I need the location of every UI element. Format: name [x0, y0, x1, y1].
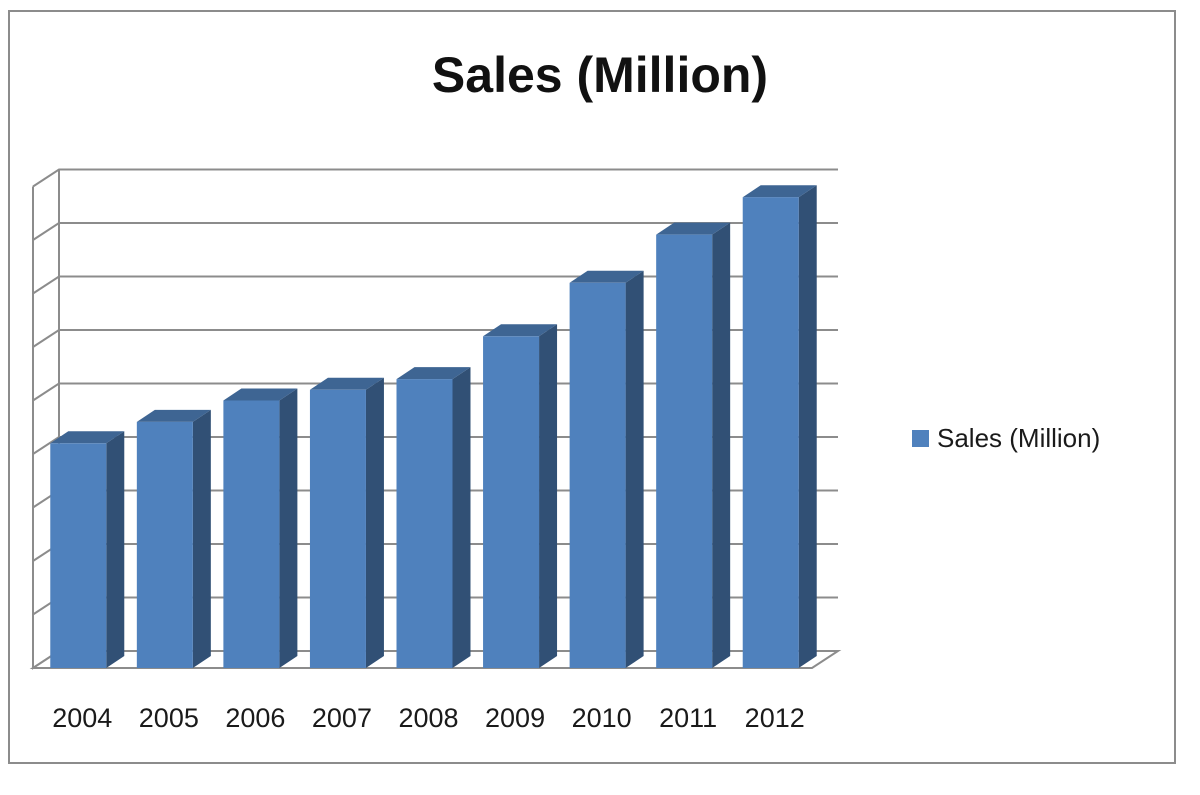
chart-title: Sales (Million) — [431, 47, 769, 103]
bar-top — [136, 409, 211, 422]
bar-front — [136, 421, 193, 668]
bar-top — [569, 270, 644, 283]
bar-2006 — [223, 388, 298, 668]
bar-front — [396, 379, 453, 668]
bar-top — [396, 367, 471, 380]
bar-side — [539, 324, 558, 668]
bar-top — [656, 222, 731, 235]
legend-swatch — [912, 430, 929, 447]
bar-2012 — [742, 185, 817, 668]
bar-2004 — [50, 431, 125, 668]
bar-front — [656, 234, 713, 668]
bar-side — [279, 388, 298, 668]
bar-top — [223, 388, 298, 401]
gridline — [32, 168, 838, 188]
bar-top — [309, 377, 384, 390]
bar-side — [712, 222, 731, 668]
bar-front — [223, 400, 280, 668]
bar-2008 — [396, 367, 471, 668]
bar-front — [50, 443, 107, 668]
x-tick-label: 2007 — [312, 703, 372, 733]
bar-side — [365, 377, 384, 668]
bar-front — [742, 197, 799, 668]
gridline — [32, 275, 838, 295]
bar-front — [483, 336, 540, 668]
bar-2010 — [569, 270, 644, 668]
legend: Sales (Million) — [912, 423, 1100, 454]
bar-2011 — [656, 222, 731, 668]
legend-label: Sales (Million) — [937, 423, 1101, 453]
bar-top — [50, 431, 125, 444]
x-tick-label: 2011 — [659, 703, 717, 733]
bar-side — [192, 409, 211, 668]
bar-side — [625, 270, 644, 668]
bar-2005 — [136, 409, 211, 668]
bar-2009 — [483, 324, 558, 668]
bar-side — [798, 185, 817, 668]
x-tick-label: 2012 — [745, 703, 805, 733]
x-tick-label: 2009 — [485, 703, 545, 733]
x-tick-label: 2008 — [398, 703, 458, 733]
bar-side — [106, 431, 125, 668]
bar-2007 — [309, 377, 384, 668]
x-tick-label: 2004 — [52, 703, 112, 733]
x-tick-label: 2010 — [572, 703, 632, 733]
gridline — [32, 222, 838, 241]
bar-front — [309, 389, 366, 668]
bar-front — [569, 282, 626, 668]
x-tick-label: 2006 — [225, 703, 285, 733]
bar-top — [742, 185, 817, 198]
bar-side — [452, 367, 471, 668]
bar-top — [483, 324, 558, 337]
x-tick-label: 2005 — [139, 703, 199, 733]
